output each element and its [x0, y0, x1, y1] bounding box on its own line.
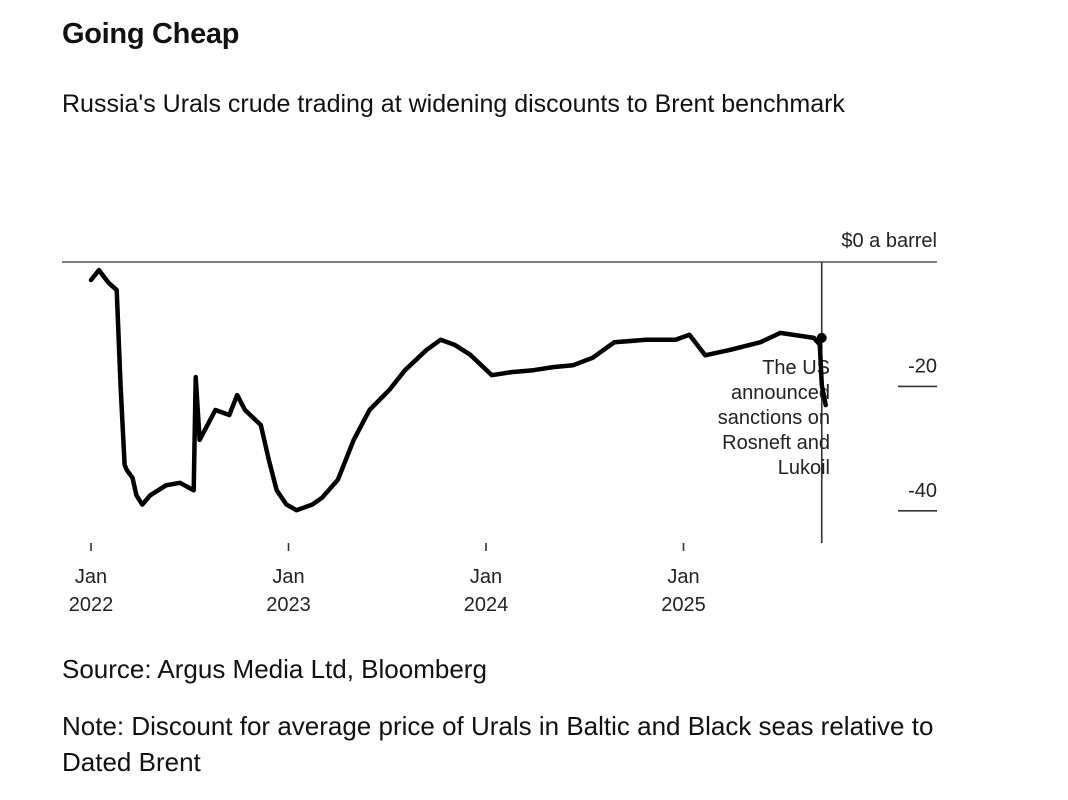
chart-note: Note: Discount for average price of Ural… [62, 711, 934, 777]
chart-subtitle: Russia's Urals crude trading at widening… [62, 90, 845, 118]
annotation-text-line: sanctions on [718, 407, 830, 429]
y-tick-label: -20 [908, 355, 937, 377]
annotation-text-line: Rosneft and [722, 432, 830, 454]
x-tick-label-year: 2025 [661, 594, 706, 616]
x-tick-label-year: 2022 [69, 594, 114, 616]
annotation-text-line: The US [762, 357, 830, 379]
annotation-marker [816, 332, 827, 343]
y-tick-label: -40 [908, 480, 937, 502]
x-tick-label-year: 2023 [266, 594, 311, 616]
x-tick-label-month: Jan [667, 566, 699, 588]
x-tick-label-year: 2024 [464, 594, 509, 616]
line-chart: $0 a barrel-20-40 Jan2022Jan2023Jan2024J… [62, 230, 937, 616]
y-tick-label: $0 a barrel [841, 230, 937, 252]
annotation-text-line: announced [731, 382, 830, 404]
x-tick-label-month: Jan [272, 566, 304, 588]
chart-title: Going Cheap [62, 18, 240, 50]
series-layer [88, 267, 828, 513]
x-tick-label-month: Jan [75, 566, 107, 588]
series-line [88, 267, 828, 513]
x-tick-label-month: Jan [470, 566, 502, 588]
annotation-text-line: Lukoil [778, 457, 830, 479]
annotation: The US announced sanctions on Rosneft and Lu… [718, 262, 830, 543]
chart-source: Source: Argus Media Ltd, Bloomberg [62, 654, 487, 684]
y-axis: $0 a barrel -20 -40 [62, 230, 937, 512]
x-axis: Jan 2022 Jan 2023 Jan 2024 Jan 2025 [69, 543, 706, 616]
